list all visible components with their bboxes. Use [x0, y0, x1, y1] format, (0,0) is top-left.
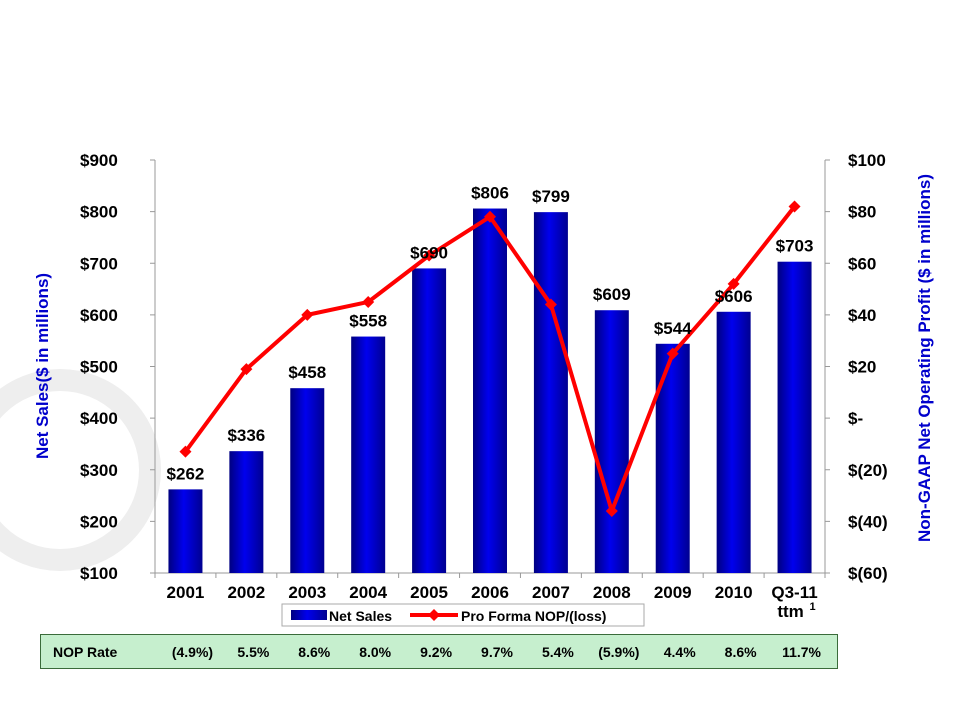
bar-value-label: $799: [532, 187, 570, 206]
bar-value-label: $690: [410, 243, 448, 262]
left-tick-label: $600: [80, 306, 118, 325]
right-tick-label: $(20): [848, 461, 888, 480]
bar-value-label: $609: [593, 285, 631, 304]
bar-value-label: $703: [776, 237, 814, 256]
bar-net-sales-2001: [168, 489, 203, 573]
left-tick-label: $200: [80, 512, 118, 531]
right-tick-label: $(40): [848, 512, 888, 531]
right-tick-label: $-: [848, 409, 863, 428]
nop-line: [179, 200, 801, 518]
x-tick-label: 2008: [593, 583, 631, 602]
bar-value-label: $606: [715, 287, 753, 306]
x-tick-label: Q3-11: [771, 583, 817, 602]
bar-net-sales-2006: [473, 208, 507, 573]
nop-point-2010: [727, 277, 740, 290]
x-tick-label: 2006: [471, 583, 509, 602]
bar-net-sales-2002: [229, 451, 264, 573]
nop-rate-value-2010: 8.6%: [724, 644, 757, 660]
x-tick-sublabel: ttm: [777, 602, 803, 621]
x-tick-label: 2004: [349, 583, 387, 602]
nop-rate-label: NOP Rate: [53, 644, 118, 660]
nop-point-2001: [179, 445, 192, 458]
x-tick-label: 2003: [288, 583, 326, 602]
nop-rate-value-2009: 4.4%: [663, 644, 696, 660]
nop-point-2006: [484, 210, 496, 223]
bar-net-sales-2007: [533, 212, 568, 574]
nop-rate-value-2006: 9.7%: [481, 644, 513, 660]
right-tick-label: $(60): [848, 564, 888, 583]
right-tick-label: $20: [848, 358, 876, 377]
nop-point-2005: [423, 249, 436, 262]
nop-rate-value-2005: 9.2%: [420, 644, 453, 660]
left-tick-label: $400: [80, 409, 118, 428]
nop-rate-value-2002: 5.5%: [237, 644, 270, 660]
nop-point-2007: [544, 298, 557, 311]
left-tick-label: $900: [80, 151, 118, 170]
legend: Net Sales Pro Forma NOP/(loss): [281, 603, 645, 627]
bar-net-sales-2008: [594, 310, 629, 573]
x-tick-label: 2009: [654, 583, 692, 602]
left-tick-label: $700: [80, 254, 118, 273]
bar-value-label: $336: [227, 426, 265, 445]
legend-swatch-nop-marker: [428, 609, 440, 621]
x-tick-label: 2001: [167, 583, 205, 602]
right-axis-title: Non-GAAP Net Operating Profit ($ in mill…: [915, 174, 934, 542]
bar-net-sales-2004: [351, 336, 386, 573]
nop-point-2009: [666, 347, 679, 360]
nop-rate-value-2004: 8.0%: [359, 644, 392, 660]
right-tick-label: $100: [848, 151, 886, 170]
watermark-arc: [0, 369, 161, 571]
bar-net-sales-2010: [716, 311, 751, 573]
bar-value-label: $558: [349, 312, 387, 331]
bar-net-sales-2003: [290, 388, 325, 573]
left-tick-label: $300: [80, 461, 118, 480]
bar-value-label: $806: [471, 184, 509, 203]
legend-label-nop: Pro Forma NOP/(loss): [461, 608, 606, 624]
x-tick-label: 2005: [410, 583, 448, 602]
x-tick-label: 2007: [532, 583, 570, 602]
nop-point-2008: [605, 505, 618, 518]
data-labels: $262 $336 $458 $558 $690 $806 $799 $609 $544 $606…: [167, 184, 814, 484]
x-tick-label: 2010: [715, 583, 753, 602]
nop-point-2004: [362, 295, 375, 308]
nop-rate-table: NOP Rate (4.9%) 5.5% 8.6% 8.0% 9.2% 9.7% 5.4% (…: [40, 634, 838, 669]
bar-value-label: $544: [654, 319, 692, 338]
x-tick-label: 2002: [227, 583, 265, 602]
nop-point-2002: [240, 363, 253, 376]
nop-rate-value-2008: (5.9%): [598, 644, 640, 660]
legend-label-net-sales: Net Sales: [329, 608, 392, 624]
nop-rate-value-2003: 8.6%: [298, 644, 331, 660]
nop-rate-value-2001: (4.9%): [171, 644, 214, 660]
bar-net-sales-Q3-11: [777, 261, 812, 573]
left-tick-label: $800: [80, 203, 118, 222]
combo-chart: $100 $200 $300 $400 $500 $600 $700 $800 $900 $(60…: [0, 151, 934, 627]
nop-point-Q3-11: [788, 200, 801, 213]
legend-swatch-net-sales: [291, 610, 327, 620]
bar-net-sales-2005: [412, 268, 447, 573]
left-axis-title: Net Sales($ in millions): [33, 273, 52, 459]
legend-box: [281, 603, 645, 627]
right-tick-label: $60: [848, 254, 876, 273]
bar-value-label: $458: [288, 363, 326, 382]
bar-value-label: $262: [167, 464, 205, 483]
nop-point-2003: [301, 308, 314, 321]
nop-rate-value-2007: 5.4%: [541, 644, 574, 660]
footnote-marker: 1: [810, 601, 816, 613]
right-tick-label: $80: [848, 203, 876, 222]
nop-rate-value-Q3-11: 11.7%: [782, 644, 821, 660]
left-tick-label: $500: [80, 358, 118, 377]
axes: $100 $200 $300 $400 $500 $600 $700 $800 $900 $(60…: [33, 151, 934, 621]
right-tick-label: $40: [848, 306, 876, 325]
bars: [168, 208, 812, 574]
left-tick-label: $100: [80, 564, 118, 583]
bar-net-sales-2009: [655, 343, 690, 573]
